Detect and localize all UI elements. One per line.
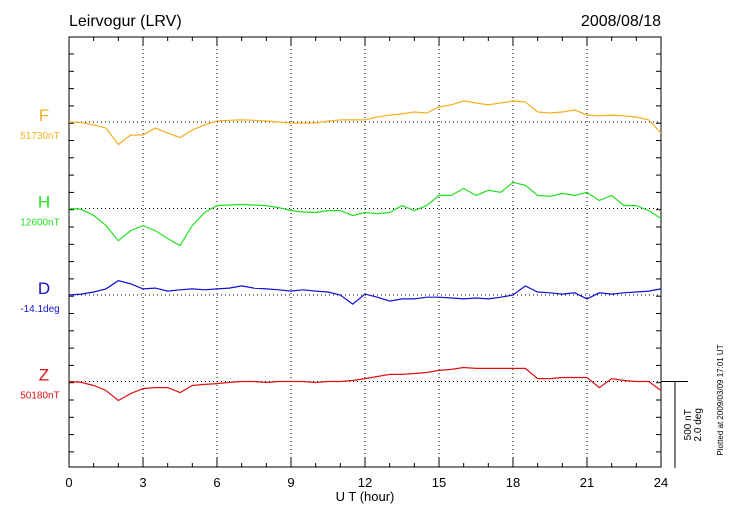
series-line	[68, 100, 662, 146]
x-tick-label: 24	[654, 475, 668, 490]
x-tick-label: 15	[432, 475, 446, 490]
x-tick-label: 18	[506, 475, 520, 490]
x-tick-label: 3	[139, 475, 146, 490]
series-line	[68, 280, 662, 305]
x-tick-label: 9	[287, 475, 294, 490]
baseline-label: 12600nT	[20, 218, 59, 229]
x-tick-label: 12	[358, 475, 372, 490]
series-name: Z	[39, 366, 49, 385]
chart-title: Leirvogur (LRV)	[69, 13, 182, 30]
baseline-label: 50180nT	[20, 391, 59, 402]
baseline-label: 51730nT	[20, 131, 59, 142]
series-name: D	[38, 279, 50, 298]
x-tick-label: 0	[65, 475, 72, 490]
series-line	[68, 366, 662, 402]
chart-date: 2008/08/18	[581, 13, 661, 30]
series-name: H	[38, 193, 50, 212]
series-line	[68, 181, 662, 247]
scale-bar-label: 500 nT	[683, 409, 694, 440]
baseline-label: -14.1deg	[20, 304, 59, 315]
series-name: F	[39, 106, 49, 125]
scale-bar-label: 2.0 deg	[693, 408, 704, 441]
plotted-note: Plotted at 2009/03/09 17:01 UT	[716, 344, 725, 455]
x-tick-label: 21	[580, 475, 594, 490]
x-axis-label: U T (hour)	[336, 489, 395, 504]
x-tick-label: 6	[213, 475, 220, 490]
